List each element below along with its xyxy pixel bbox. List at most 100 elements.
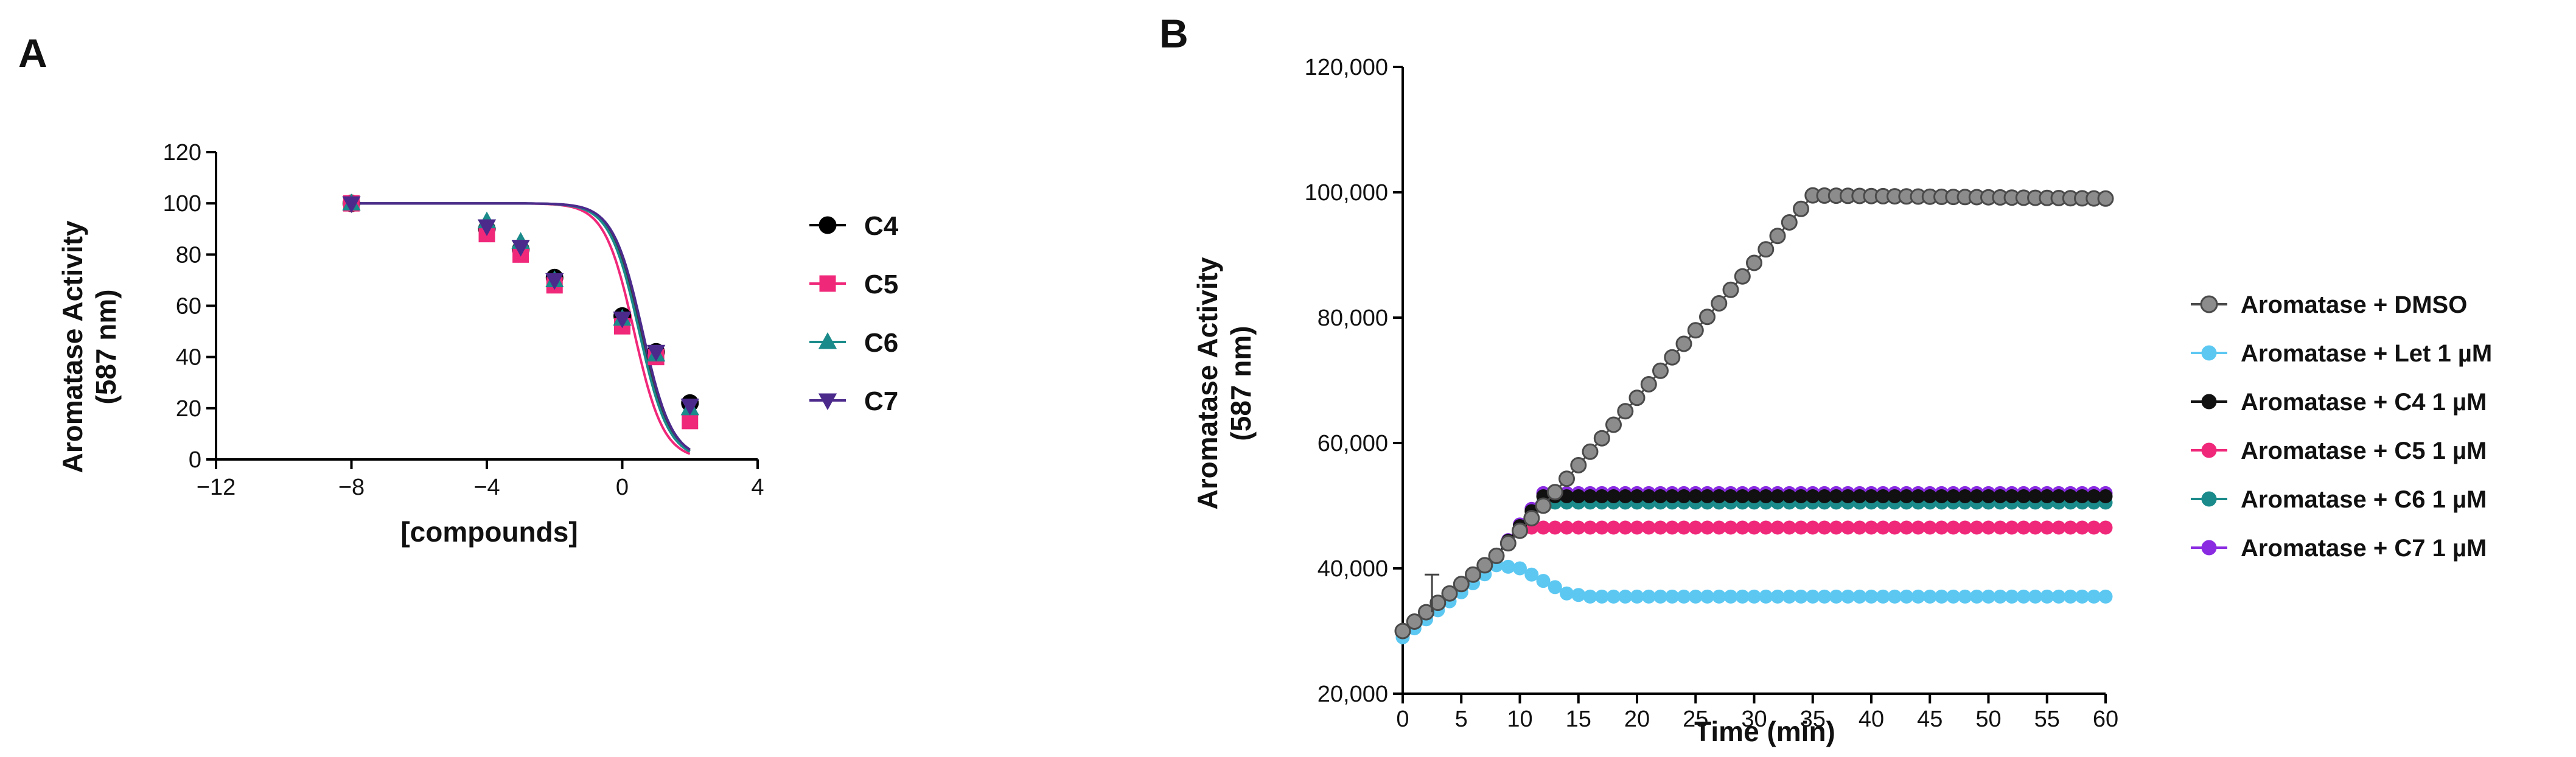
panel-a-xtick-label: −8 <box>338 475 365 500</box>
panel-b-series-1-point <box>1618 589 1633 604</box>
panel-b-series-0-point <box>1757 241 1775 258</box>
panel-b-series-0-point <box>1699 309 1716 326</box>
panel-a-point-c5 <box>682 413 699 430</box>
panel-b-legend-label: Aromatase + C7 1 µM <box>2241 535 2487 562</box>
panel-b-series-0-point <box>1465 566 1481 583</box>
panel-b-series-0-point <box>1652 362 1669 379</box>
panel-b-ytick-label: 80,000 <box>1318 305 1388 331</box>
panel-b-series-0-point <box>1441 585 1458 602</box>
panel-b-series-3-point <box>1876 520 1890 535</box>
panel-b-series-1-point <box>1524 567 1539 582</box>
panel-b-series-3-point <box>1560 520 1574 535</box>
panel-b-series-3-point <box>1829 520 1843 535</box>
panel-b-series-2-point <box>2005 489 2019 503</box>
panel-b-series-0-point <box>1675 335 1692 352</box>
panel-b-series-1-point <box>1677 589 1691 604</box>
panel-b-series-0-point <box>1406 613 1423 630</box>
panel-b-series-1-point <box>1653 589 1667 604</box>
panel-b-series-0-point <box>1429 595 1447 612</box>
panel-a-point-c7 <box>646 344 666 362</box>
panel-b-series-2-point <box>2075 489 2089 503</box>
panel-b-chart: Aromatase Activity (587 nm) Time (min) 2… <box>1192 55 2492 747</box>
panel-b-series-3-point <box>1782 520 1796 535</box>
panel-b-series-1-point <box>1888 589 1902 604</box>
panel-a-legend-label: C7 <box>864 386 898 416</box>
panel-b-series-1-point <box>1852 589 1867 604</box>
panel-b-series-3-point <box>1688 520 1703 535</box>
panel-b-series-1-point <box>1806 589 1820 604</box>
panel-b-series-2-point <box>1665 489 1680 503</box>
panel-b-series-1-point <box>1946 589 1961 604</box>
panel-b-series-0-point <box>1546 484 1563 501</box>
panel-b-series-0-point <box>1476 557 1493 574</box>
panel-b-series-3-point <box>2016 520 2031 535</box>
panel-b-series-0-point <box>1628 389 1646 406</box>
panel-b-xtick-label: 40 <box>1859 706 1884 732</box>
panel-a-legend-label: C4 <box>864 211 899 241</box>
panel-b-series-3-point <box>1583 520 1597 535</box>
panel-a-xtick-label: −4 <box>473 475 500 500</box>
panel-b-xtick-label: 30 <box>1741 706 1767 732</box>
panel-b-xtick-label: 10 <box>1507 706 1532 732</box>
panel-b-series-3-point <box>1536 520 1551 535</box>
panel-b-series-1-point <box>1641 589 1656 604</box>
panel-b-series-3-point <box>1770 520 1785 535</box>
panel-a-ylabel-line2: (587 nm) <box>90 289 122 404</box>
panel-b-series-2-point <box>2098 489 2113 503</box>
panel-b-series-0-point <box>1523 510 1540 527</box>
panel-b-series-1-point <box>1770 589 1785 604</box>
panel-b-series-2-point <box>2051 489 2066 503</box>
panel-b-series-2-point <box>1677 489 1691 503</box>
panel-b-series-3-point <box>2098 520 2113 535</box>
panel-b-series-3-point <box>1969 520 1984 535</box>
panel-b-series-2-point <box>1571 489 1586 503</box>
panel-b-legend-marker <box>2201 345 2217 361</box>
panel-b-series-0-point <box>1746 254 1762 271</box>
panel-b-series-2-point <box>1594 489 1609 503</box>
panel-b-series-2-point <box>2087 489 2101 503</box>
panel-b-series-2-point <box>1794 489 1808 503</box>
panel-a-fit-curve-c7 <box>351 202 691 451</box>
panel-b-series-1-point <box>1630 589 1644 604</box>
panel-b-series-0-point <box>1418 604 1434 621</box>
panel-b-series-1-point <box>2075 589 2089 604</box>
panel-b-series-2-point <box>1899 489 1914 503</box>
panel-b-series-2-point <box>1782 489 1796 503</box>
panel-b-series-2-point <box>1841 489 1855 503</box>
panel-b-series-3-point <box>2040 520 2054 535</box>
panel-b-series-1-point <box>1665 589 1680 604</box>
panel-b-series-1-point <box>1747 589 1761 604</box>
panel-b-series-2-point <box>1946 489 1961 503</box>
panel-a-point-c7 <box>545 273 564 290</box>
panel-b-series-1-point <box>1583 589 1597 604</box>
panel-b-legend-marker <box>2200 295 2218 313</box>
panel-b-series-3-point <box>1548 520 1562 535</box>
panel-b-series-0-point <box>1535 497 1552 514</box>
panel-a-ytick-label: 60 <box>176 294 201 319</box>
panel-b-series-3-point <box>1594 520 1609 535</box>
panel-a-legend-marker <box>819 216 837 234</box>
panel-b-series-0-point <box>1793 200 1809 217</box>
panel-b-series-3-point <box>1665 520 1680 535</box>
panel-b-series-2-point <box>1864 489 1879 503</box>
panel-b-series-2-point <box>1911 489 1925 503</box>
panel-b-series-1-point <box>2005 589 2019 604</box>
panel-b-series-1-point <box>2040 589 2054 604</box>
panel-b-series-3-point <box>1641 520 1656 535</box>
panel-b-series-1-point <box>1607 589 1621 604</box>
panel-b-series-0-point <box>1640 376 1657 392</box>
panel-b-series-0-point <box>1617 403 1634 420</box>
panel-b-series-2-point <box>1817 489 1832 503</box>
panel-a-point-c7 <box>342 196 361 214</box>
panel-b-ytick-label: 40,000 <box>1318 556 1388 582</box>
panel-b-series-2-point <box>1935 489 1949 503</box>
panel-b-legend-label: Aromatase + Let 1 µM <box>2241 340 2492 367</box>
panel-b-legend-marker <box>2201 540 2217 556</box>
panel-b-series-2-point <box>2028 489 2042 503</box>
panel-b-series-3-point <box>1888 520 1902 535</box>
panel-b-series-2-point <box>1618 489 1633 503</box>
panel-b-series-2-point <box>2040 489 2054 503</box>
panel-b-legend-marker <box>2201 491 2217 507</box>
panel-b-series-3-point <box>1571 520 1586 535</box>
panel-b-series-1-point <box>2051 589 2066 604</box>
